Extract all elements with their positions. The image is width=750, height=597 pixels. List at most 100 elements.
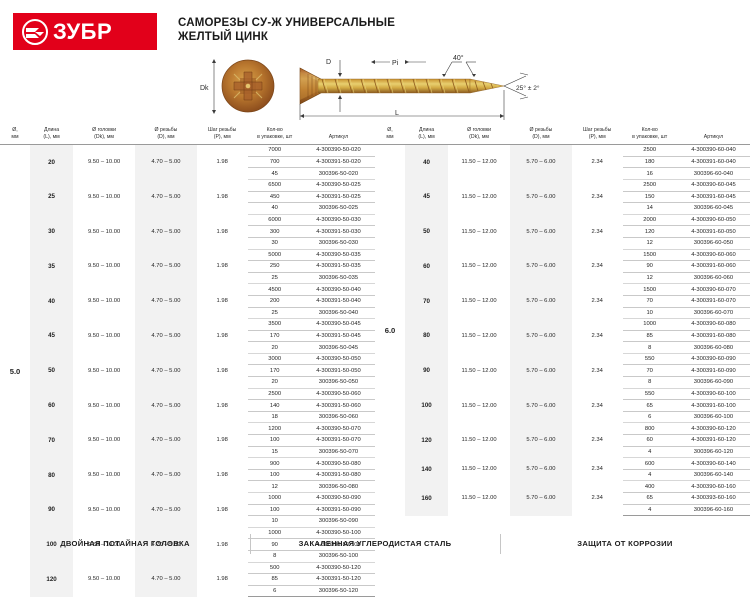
table-row: 80 11.50 – 12.00 5.70 – 6.00 2.34 1000 4-3003…: [375, 318, 750, 354]
cell-article: 4-300391-60-060: [676, 260, 750, 273]
cell-article: 4-300391-60-040: [676, 155, 750, 169]
cell-article: 4-300390-60-090: [676, 352, 750, 366]
cell-quantity: 450: [247, 190, 302, 204]
col-header-head-diameter: Ø головки (Dk), мм: [73, 124, 135, 146]
page-header: ЗУБР САМОРЕЗЫ СУ-Ж УНИВЕРСАЛЬНЫЕ ЖЕЛТЫЙ …: [0, 0, 750, 124]
cell-article: 4-300390-50-050: [301, 352, 375, 366]
table-row: 14 300396-60-045: [375, 202, 750, 215]
col-header-article: Артикул: [301, 124, 375, 146]
dimension-label-d: D: [326, 59, 331, 66]
cell-length: 80: [405, 318, 449, 354]
cell-thread-diameter: 5.70 – 6.00: [510, 318, 572, 354]
table-row: 120 9.50 – 10.00 4.70 – 5.00 1.98 500 4-30039…: [0, 561, 375, 597]
cell-article: 4-300390-60-120: [676, 422, 750, 436]
table-row: 200 4-300391-50-040: [0, 294, 375, 308]
dimension-label-l: L: [395, 110, 399, 117]
cell-head-diameter: 11.50 – 12.00: [461, 228, 497, 235]
cell-quantity: 25: [247, 271, 302, 285]
cell-head-diameter: 11.50 – 12.00: [461, 367, 497, 374]
cell-pitch: 1.98: [216, 541, 228, 548]
cell-length: 140: [405, 457, 449, 481]
cell-article: 300396-60-050: [676, 236, 750, 250]
cell-pitch: 2.34: [591, 193, 603, 200]
cell-quantity: 1000: [247, 492, 302, 505]
table-row: 120 11.50 – 12.00 5.70 – 6.00 2.34 800 4-3003…: [375, 422, 750, 458]
cell-article: 4-300391-60-100: [676, 399, 750, 412]
cell-quantity: 70: [622, 294, 677, 308]
cell-pitch: 2.34: [591, 228, 603, 235]
table-row: 25 9.50 – 10.00 4.70 – 5.00 1.98 6500 4-30039…: [0, 178, 375, 215]
cell-length: 40: [30, 283, 74, 319]
dimension-label-pi: Pi: [392, 60, 399, 67]
cell-article: 4-300391-50-040: [301, 294, 375, 308]
cell-quantity: 180: [622, 155, 677, 169]
cell-thread-diameter: 4.70 – 5.00: [135, 388, 197, 423]
cell-thread-diameter: 4.70 – 5.00: [135, 422, 197, 458]
cell-article: 300396-50-045: [301, 341, 375, 354]
cell-thread-diameter: 4.70 – 5.00: [135, 492, 197, 528]
angle-marker-tip: [503, 72, 529, 100]
cell-article: 300396-60-080: [676, 341, 750, 354]
cell-quantity: 6: [247, 584, 302, 597]
cell-article: 300396-50-020: [301, 167, 375, 180]
cell-thread-diameter: 5.70 – 6.00: [510, 480, 572, 516]
cell-pitch: 2.34: [591, 437, 603, 444]
cell-head-diameter: 11.50 – 12.00: [461, 159, 497, 166]
cell-quantity: 14: [622, 202, 677, 215]
cell-quantity: 12: [622, 271, 677, 285]
cell-quantity: 85: [622, 329, 677, 343]
cell-article: 4-300390-50-020: [301, 144, 375, 157]
cell-article: 300396-60-090: [676, 376, 750, 389]
cell-thread-diameter: 4.70 – 5.00: [135, 318, 197, 354]
cell-quantity: 20: [247, 341, 302, 354]
zubr-arrow-icon: [22, 18, 48, 45]
cell-article: 300396-50-090: [301, 515, 375, 528]
cell-article: 4-300390-50-090: [301, 492, 375, 505]
table-row: 40 300396-50-025: [0, 202, 375, 215]
table-row: 50 9.50 – 10.00 4.70 – 5.00 1.98 3000 4-30039…: [0, 352, 375, 389]
table-row: 5.0 20 9.50 – 10.00 4.70 – 5.00 1.98 7000 4-30…: [0, 144, 375, 376]
cell-head-diameter: 11.50 – 12.00: [461, 263, 497, 270]
col-header-length: Длина (L), мм: [405, 124, 449, 146]
cell-quantity: 170: [247, 364, 302, 378]
cell-quantity: 4: [622, 445, 677, 459]
cell-head-diameter: 9.50 – 10.00: [87, 402, 121, 409]
cell-article: 4-300391-50-090: [301, 503, 375, 517]
cell-length: 45: [405, 179, 449, 215]
cell-length: 70: [30, 422, 74, 458]
col-header-pitch: Шаг резьбы (P), мм: [196, 124, 248, 146]
cell-thread-diameter: 4.70 – 5.00: [135, 353, 197, 389]
cell-pitch: 1.98: [216, 228, 228, 235]
cell-article: 300396-50-100: [301, 549, 375, 563]
cell-quantity: 12: [622, 236, 677, 250]
cell-length: 70: [405, 283, 449, 319]
cell-article: 300396-60-060: [676, 271, 750, 285]
cell-quantity: 800: [622, 422, 677, 436]
cell-quantity: 2500: [622, 178, 677, 192]
dimension-pi: [371, 60, 426, 64]
cell-article: 300396-50-060: [301, 410, 375, 424]
cell-thread-diameter: 4.70 – 5.00: [135, 457, 197, 493]
table-row: 4 300396-60-160: [375, 503, 750, 517]
cell-thread-diameter: 4.70 – 5.00: [135, 527, 197, 563]
cell-length: 45: [30, 318, 74, 354]
product-diagram: Dk: [190, 46, 550, 122]
cell-article: 4-300390-50-025: [301, 178, 375, 192]
cell-head-diameter: 9.50 – 10.00: [87, 437, 121, 444]
angle-marker-thread: [442, 61, 476, 77]
cell-quantity: 4: [622, 468, 677, 482]
cell-quantity: 100: [247, 503, 302, 517]
cell-article: 4-300390-60-160: [676, 480, 750, 493]
cell-quantity: 65: [622, 399, 677, 412]
cell-quantity: 45: [247, 167, 302, 180]
dimension-label-tip-angle: 25° ± 2°: [516, 84, 540, 92]
col-header-length: Длина (L), мм: [30, 124, 74, 146]
table-row: 80 9.50 – 10.00 4.70 – 5.00 1.98 900 4-300390…: [0, 457, 375, 493]
cell-quantity: 100: [247, 434, 302, 447]
cell-pitch: 1.98: [216, 506, 228, 513]
cell-length: 25: [30, 179, 74, 215]
cell-article: 4-300390-50-060: [301, 387, 375, 401]
cell-quantity: 5000: [247, 248, 302, 262]
cell-length: 50: [405, 214, 449, 250]
cell-quantity: 20: [247, 376, 302, 389]
